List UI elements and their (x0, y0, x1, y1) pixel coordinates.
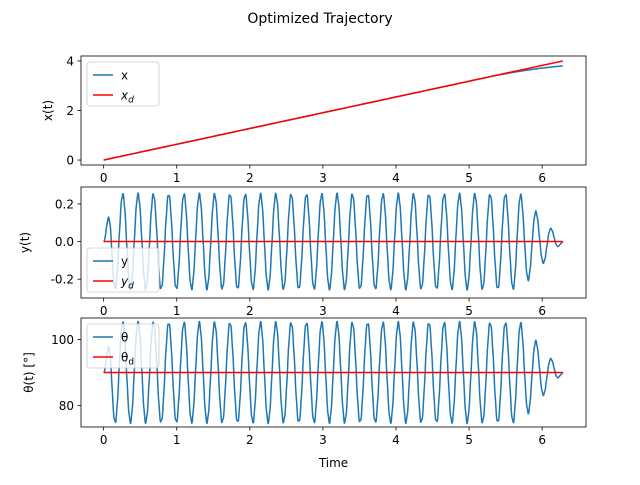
legend-label: y (121, 255, 128, 269)
x-tick-label: 4 (392, 171, 400, 185)
y-axis-label: y(t) (18, 232, 32, 253)
series-group (103, 60, 563, 161)
x-tick-label: 2 (246, 304, 254, 318)
legend-label: xd (120, 89, 134, 106)
axes-frame (80, 317, 587, 428)
x-tick-label: 3 (319, 304, 327, 318)
subplot-bottom: 0 1 2 3 4 5 6 80 100 θ(t) [°] Time θ θd (22, 317, 587, 470)
series-group (103, 320, 564, 425)
x-axis-label: Time (318, 456, 348, 470)
x-tick-label: 0 (100, 171, 108, 185)
series-group (103, 192, 564, 291)
y-axis-label: θ(t) [°] (22, 352, 36, 393)
x-tick-label: 4 (392, 433, 400, 447)
legend: x xd (86, 61, 160, 107)
y-tick-label: 0.0 (55, 235, 74, 249)
x-tick-label: 5 (465, 433, 473, 447)
legend-label: θd (121, 351, 134, 368)
x-tick-label: 1 (173, 433, 181, 447)
legend-label: yd (120, 275, 134, 292)
x-tick-label: 6 (538, 171, 546, 185)
x-tick-label: 2 (246, 171, 254, 185)
y-tick-label: 0 (66, 154, 74, 168)
figure-title: Optimized Trajectory (247, 11, 392, 27)
y-tick-label: -0.2 (51, 273, 74, 287)
y-tick-label: 80 (59, 399, 74, 413)
y-tick-label: 0.2 (55, 197, 74, 211)
x-tick-label: 2 (246, 433, 254, 447)
x-tick-label: 1 (173, 171, 181, 185)
x-tick-label: 0 (100, 433, 108, 447)
legend: y yd (86, 247, 160, 293)
x-tick-label: 6 (538, 304, 546, 318)
x-tick-label: 6 (538, 433, 546, 447)
y-axis-label: x(t) (41, 100, 55, 121)
x-tick-label: 4 (392, 304, 400, 318)
series-line-desired (103, 60, 563, 161)
y-tick-label: 100 (51, 333, 74, 347)
subplot-top: 0 1 2 3 4 5 6 0 2 4 x(t) x xd (41, 54, 587, 185)
x-tick-label: 1 (173, 304, 181, 318)
x-tick-label: 0 (100, 304, 108, 318)
legend-label: θ (121, 331, 128, 345)
legend-label: x (121, 69, 128, 83)
y-tick-label: 2 (66, 104, 74, 118)
legend: θ θd (86, 323, 160, 369)
subplot-middle: 0 1 2 3 4 5 6 -0.2 0.0 0.2 y(t) y yd (18, 186, 587, 318)
x-tick-label: 5 (465, 171, 473, 185)
x-tick-label: 5 (465, 304, 473, 318)
y-tick-label: 4 (66, 54, 74, 68)
x-tick-label: 3 (319, 171, 327, 185)
axes-frame (80, 186, 587, 299)
x-tick-label: 3 (319, 433, 327, 447)
